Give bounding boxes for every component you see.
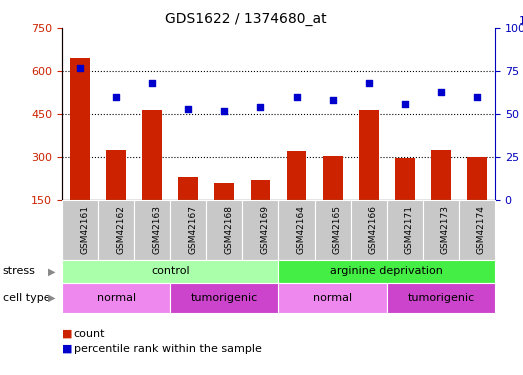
Bar xyxy=(106,150,126,200)
Text: GSM42171: GSM42171 xyxy=(405,206,414,255)
Bar xyxy=(395,158,415,200)
Text: GSM42161: GSM42161 xyxy=(80,206,89,255)
Point xyxy=(148,80,156,86)
Point xyxy=(473,94,481,100)
Bar xyxy=(431,150,451,200)
Text: GSM42162: GSM42162 xyxy=(116,206,125,254)
Text: normal: normal xyxy=(313,293,352,303)
Point xyxy=(256,104,265,110)
Bar xyxy=(70,58,90,200)
Point xyxy=(76,64,84,70)
Text: GSM42168: GSM42168 xyxy=(224,206,233,255)
Bar xyxy=(251,180,270,200)
Point xyxy=(328,97,337,103)
Text: control: control xyxy=(151,267,189,276)
Text: ▶: ▶ xyxy=(48,267,55,276)
Text: normal: normal xyxy=(97,293,135,303)
Text: tumorigenic: tumorigenic xyxy=(407,293,474,303)
Text: GDS1622 / 1374680_at: GDS1622 / 1374680_at xyxy=(165,12,327,26)
Bar xyxy=(467,157,487,200)
Text: GSM42166: GSM42166 xyxy=(369,206,378,255)
Text: percentile rank within the sample: percentile rank within the sample xyxy=(74,344,262,354)
Text: GSM42164: GSM42164 xyxy=(297,206,305,254)
Text: ■: ■ xyxy=(62,344,73,354)
Text: GSM42165: GSM42165 xyxy=(333,206,342,255)
Text: GSM42173: GSM42173 xyxy=(441,206,450,255)
Text: GSM42163: GSM42163 xyxy=(152,206,161,255)
Bar xyxy=(287,151,306,200)
Text: arginine deprivation: arginine deprivation xyxy=(331,267,443,276)
Bar xyxy=(214,183,234,200)
Text: cell type: cell type xyxy=(3,293,50,303)
Bar xyxy=(359,110,379,200)
Text: stress: stress xyxy=(3,267,36,276)
Text: tumorigenic: tumorigenic xyxy=(191,293,258,303)
Point xyxy=(437,88,445,94)
Text: ■: ■ xyxy=(62,328,73,339)
Text: GSM42174: GSM42174 xyxy=(477,206,486,254)
Bar xyxy=(178,177,198,200)
Text: GSM42167: GSM42167 xyxy=(188,206,197,255)
Point xyxy=(292,94,301,100)
Point xyxy=(401,100,409,106)
Bar xyxy=(323,156,343,200)
Point xyxy=(112,94,120,100)
Text: count: count xyxy=(74,328,105,339)
Text: GSM42169: GSM42169 xyxy=(260,206,269,255)
Text: ▶: ▶ xyxy=(48,293,55,303)
Point xyxy=(365,80,373,86)
Point xyxy=(184,106,192,112)
Point xyxy=(220,108,229,114)
Text: 100%: 100% xyxy=(519,16,523,26)
Bar xyxy=(142,110,162,200)
